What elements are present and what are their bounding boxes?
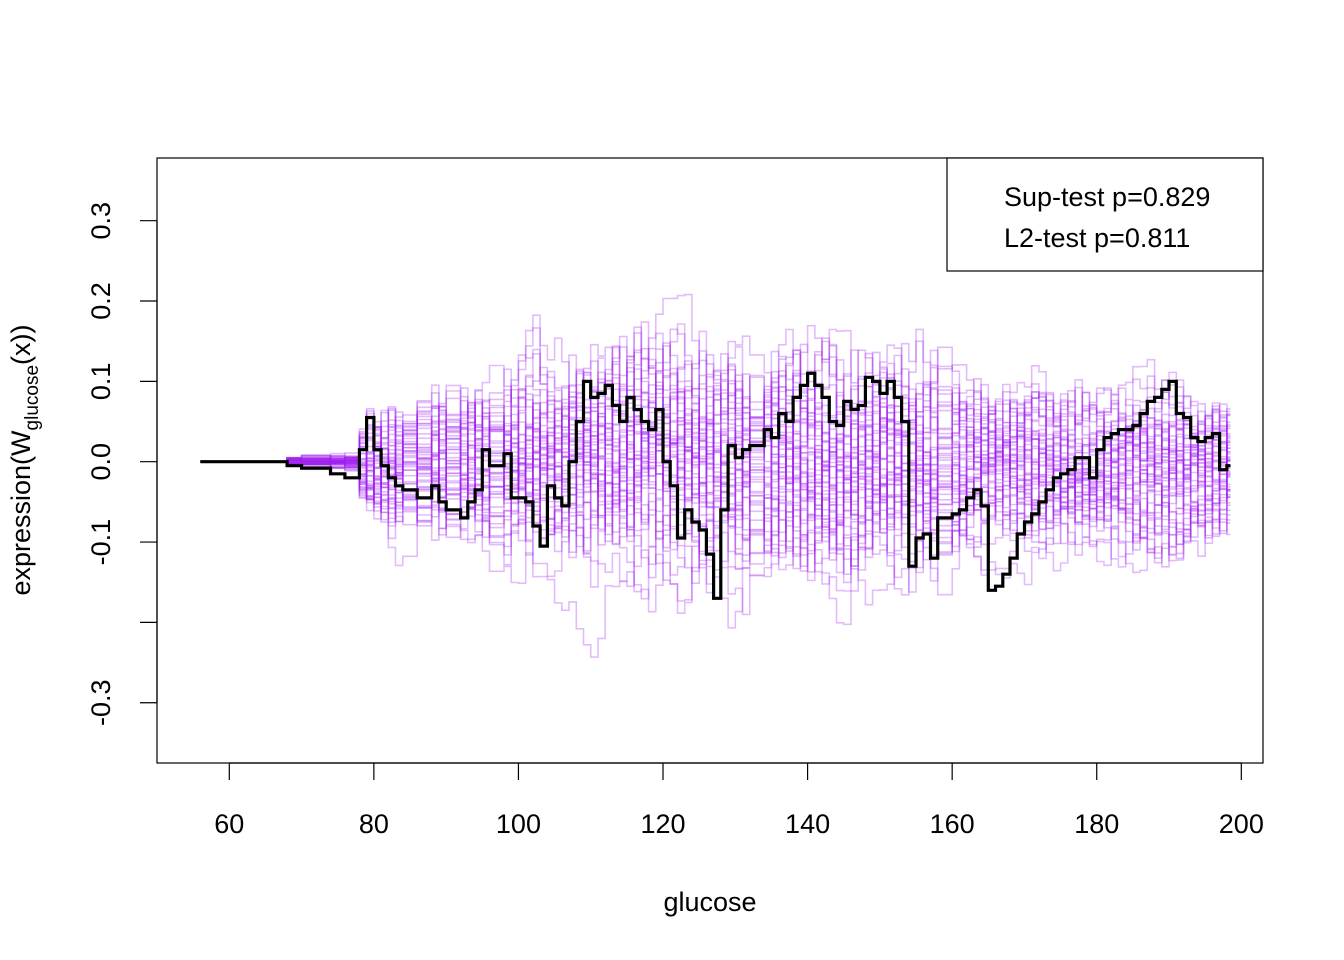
simulated-path [200,382,1231,572]
legend-sup-test: Sup-test p=0.829 [1004,182,1210,212]
simulated-path [200,330,1231,542]
legend: Sup-test p=0.829 L2-test p=0.811 [946,157,1264,272]
simulated-path [200,353,1231,588]
simulated-path [200,371,1231,582]
simulated-path [200,345,1231,545]
simulated-path [200,328,1231,576]
x-axis-label: glucose [663,887,756,917]
observed-path [200,371,1231,600]
simulated-path [200,324,1231,507]
simulated-paths [200,293,1231,658]
simulated-path [200,327,1231,549]
simulated-path [200,412,1231,588]
y-tick-label: 0.1 [86,363,116,401]
simulated-path [200,385,1231,546]
simulated-path [200,371,1231,543]
simulated-path [200,332,1231,514]
simulated-path [200,328,1231,554]
simulated-path [200,407,1231,658]
x-tick-label: 100 [496,809,541,839]
legend-box [946,157,1264,272]
simulated-path [200,371,1231,568]
simulated-path [200,340,1231,557]
y-tick-label: 0.2 [86,282,116,320]
observed-path-layer [200,371,1231,600]
simulated-path [200,387,1231,574]
simulated-path [200,349,1231,558]
simulated-path [200,349,1231,556]
simulated-path [200,383,1231,566]
y-tick-label: -0.1 [86,519,116,566]
y-axis: -0.3 -0.1 0.0 0.1 0.2 0.3 [86,202,158,726]
simulated-path [200,366,1231,569]
simulated-path [200,346,1231,538]
x-tick-label: 80 [359,809,389,839]
simulated-path [200,395,1231,539]
simulated-path [200,347,1231,556]
y-axis-label-suffix: (x)) [6,324,36,364]
legend-l2-test: L2-test p=0.811 [1004,223,1190,253]
x-tick-label: 120 [640,809,685,839]
y-axis-label: expression(Wglucose(x)) [6,324,43,595]
x-tick-label: 140 [785,809,830,839]
y-tick-label: 0.0 [86,443,116,481]
simulated-path [200,332,1231,545]
simulated-path [200,293,1231,543]
simulated-path [200,343,1231,559]
y-tick-label: 0.3 [86,202,116,240]
simulated-path [200,366,1231,525]
x-tick-label: 180 [1074,809,1119,839]
y-axis-label-subscript: glucose [22,365,43,431]
x-tick-label: 200 [1219,809,1264,839]
y-axis-label-prefix: expression(W [6,430,36,596]
x-tick-label: 160 [930,809,975,839]
x-tick-label: 60 [214,809,244,839]
simulated-path [200,348,1231,596]
simulated-path [200,433,1231,606]
x-axis: 60 80 100 120 140 160 180 200 [214,762,1264,839]
y-tick-label: -0.3 [86,679,116,726]
